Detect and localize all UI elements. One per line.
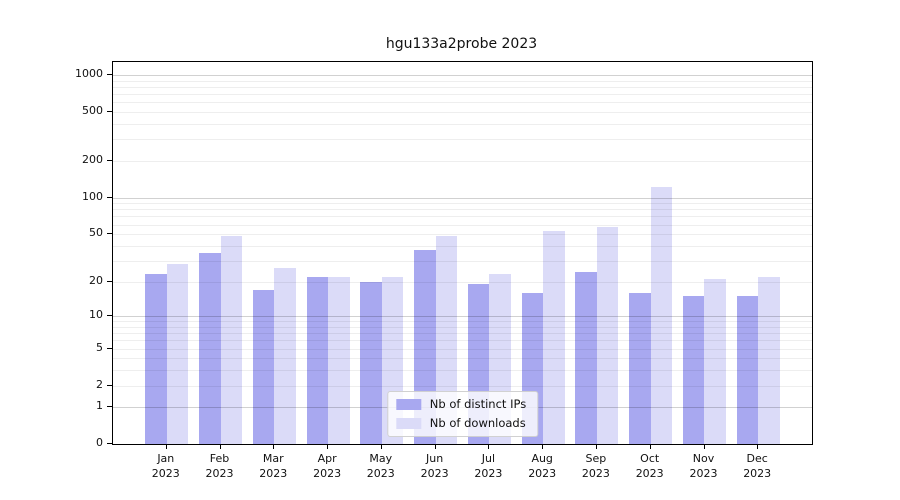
x-tick-aug [542, 444, 544, 449]
x-tick-sep [595, 444, 597, 449]
bar-downloads-nov [704, 279, 726, 445]
bar-downloads-sep [596, 227, 619, 445]
y-tick-1000 [107, 73, 112, 75]
bar-distinct-ips-sep [575, 272, 597, 445]
bar-distinct-ips-feb [199, 252, 221, 445]
y-tick-label-100: 100 [82, 189, 103, 203]
x-tick-dec [757, 444, 759, 449]
x-tick-label-may: May 2023 [366, 451, 395, 480]
legend-label-downloads: Nb of downloads [429, 416, 526, 430]
y-tick-label-0: 0 [96, 436, 103, 450]
legend-item-downloads: Nb of downloads [395, 416, 526, 430]
bar-downloads-apr [328, 276, 350, 445]
y-tick-label-50: 50 [89, 226, 103, 240]
bar-downloads-oct [650, 187, 673, 445]
x-tick-label-jun: Jun 2023 [420, 451, 449, 480]
bar-distinct-ips-may [360, 281, 382, 445]
x-tick-may [380, 444, 382, 449]
y-tick-50 [107, 233, 112, 235]
y-tick-label-2: 2 [96, 377, 103, 391]
y-tick-label-500: 500 [82, 103, 103, 117]
x-tick-label-dec: Dec 2023 [743, 451, 772, 480]
chart-title: hgu133a2probe 2023 [385, 36, 538, 52]
legend: Nb of distinct IPs Nb of downloads [386, 391, 539, 437]
y-tick-label-200: 200 [82, 152, 103, 166]
x-tick-mar [273, 444, 275, 449]
x-tick-label-oct: Oct 2023 [635, 451, 664, 480]
bar-downloads-mar [274, 268, 296, 445]
x-tick-label-jan: Jan 2023 [151, 451, 180, 480]
y-tick-label-1000: 1000 [75, 66, 103, 80]
legend-item-distinct-ips: Nb of distinct IPs [395, 397, 527, 411]
x-tick-oct [649, 444, 651, 449]
y-tick-label-10: 10 [89, 308, 103, 322]
y-tick-5 [107, 347, 112, 349]
x-tick-label-mar: Mar 2023 [259, 451, 288, 480]
x-tick-label-apr: Apr 2023 [313, 451, 342, 480]
y-tick-0 [107, 443, 112, 445]
y-tick-2 [107, 384, 112, 386]
bar-distinct-ips-dec [736, 296, 759, 445]
x-tick-label-aug: Aug 2023 [528, 451, 557, 480]
y-tick-100 [107, 196, 112, 198]
bar-downloads-feb [220, 236, 243, 445]
bar-distinct-ips-mar [252, 289, 275, 445]
bar-distinct-ips-apr [306, 276, 329, 445]
bar-distinct-ips-nov [682, 296, 705, 445]
y-tick-label-5: 5 [96, 340, 103, 354]
bar-downloads-jan [166, 264, 189, 445]
x-tick-feb [219, 444, 221, 449]
x-tick-label-feb: Feb 2023 [205, 451, 234, 480]
y-tick-label-20: 20 [89, 273, 103, 287]
y-tick-10 [107, 315, 112, 317]
y-tick-1 [107, 406, 112, 408]
y-tick-label-1: 1 [96, 399, 103, 413]
y-tick-20 [107, 280, 112, 282]
bars-layer [113, 62, 812, 445]
bar-distinct-ips-oct [629, 292, 651, 445]
legend-swatch-downloads [395, 417, 421, 429]
bar-distinct-ips-jan [145, 274, 167, 445]
x-tick-label-nov: Nov 2023 [689, 451, 718, 480]
x-tick-jan [165, 444, 167, 449]
x-tick-jul [488, 444, 490, 449]
x-tick-label-sep: Sep 2023 [581, 451, 610, 480]
x-tick-apr [327, 444, 329, 449]
plot-area: Nb of distinct IPs Nb of downloads [112, 61, 813, 445]
legend-label-distinct-ips: Nb of distinct IPs [429, 397, 527, 411]
bar-downloads-aug [543, 231, 565, 445]
y-tick-200 [107, 159, 112, 161]
x-tick-label-jul: Jul 2023 [474, 451, 503, 480]
y-tick-500 [107, 110, 112, 112]
x-tick-nov [703, 444, 705, 449]
legend-swatch-distinct-ips [395, 398, 421, 410]
bar-downloads-dec [758, 276, 780, 445]
x-tick-jun [434, 444, 436, 449]
